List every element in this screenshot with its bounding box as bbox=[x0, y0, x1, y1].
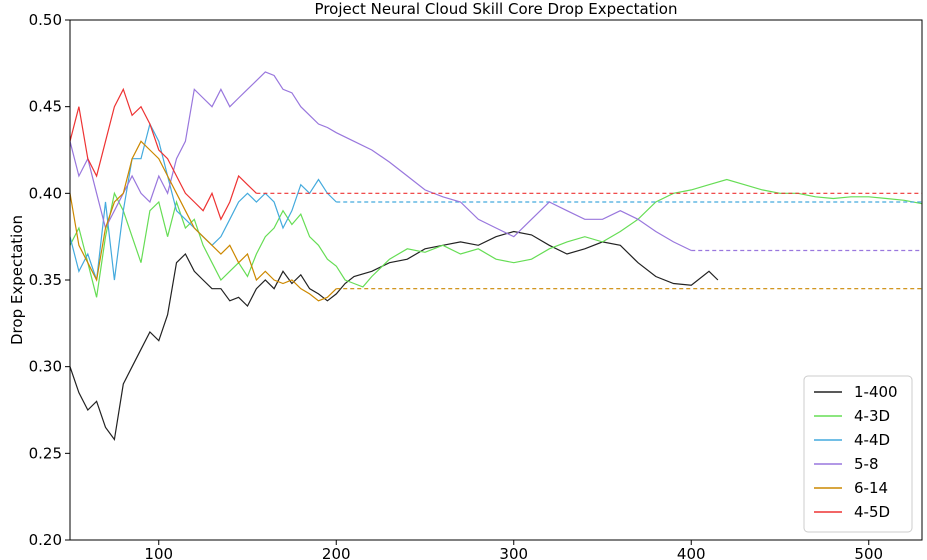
x-tick-label: 200 bbox=[322, 545, 351, 560]
legend-label-6-14: 6-14 bbox=[854, 479, 888, 497]
series-line-1-400 bbox=[69, 230, 719, 442]
y-tick-label: 0.20 bbox=[29, 531, 62, 549]
plot-frame bbox=[69, 19, 923, 541]
series-line-5-8 bbox=[69, 71, 692, 252]
y-tick-label: 0.45 bbox=[29, 98, 62, 116]
series-line-4-3D bbox=[69, 178, 923, 298]
legend: 1-400 4-3D 4-4D 5-8 6-14 4-5D bbox=[803, 375, 913, 533]
series-line-4-5D bbox=[69, 87, 257, 221]
legend-label-4-3D: 4-3D bbox=[854, 407, 890, 425]
x-tick-label: 500 bbox=[854, 545, 883, 560]
legend-label-4-5D: 4-5D bbox=[854, 503, 890, 521]
y-tick-label: 0.30 bbox=[29, 358, 62, 376]
x-tick-label: 400 bbox=[677, 545, 706, 560]
legend-box bbox=[803, 375, 913, 533]
y-tick-label: 0.40 bbox=[29, 184, 62, 202]
y-tick-label: 0.50 bbox=[29, 11, 62, 29]
y-tick-label: 0.25 bbox=[29, 444, 62, 462]
legend-label-4-4D: 4-4D bbox=[854, 431, 890, 449]
series-line-6-14 bbox=[69, 140, 337, 302]
x-tick-label: 300 bbox=[499, 545, 528, 560]
legend-label-1-400: 1-400 bbox=[854, 383, 898, 401]
y-axis-title: Drop Expectation bbox=[8, 215, 26, 345]
series-line-4-4D bbox=[69, 122, 337, 281]
y-tick-label: 0.35 bbox=[29, 271, 62, 289]
ticks: 100 200 300 400 500 0.20 0.25 0.30 0.35 0.40 0.45 0… bbox=[29, 11, 883, 560]
legend-label-5-8: 5-8 bbox=[854, 455, 879, 473]
chart-title: Project Neural Cloud Skill Core Drop Exp… bbox=[315, 0, 678, 18]
plot-area bbox=[69, 71, 923, 442]
x-tick-label: 100 bbox=[144, 545, 173, 560]
axes bbox=[69, 19, 923, 541]
